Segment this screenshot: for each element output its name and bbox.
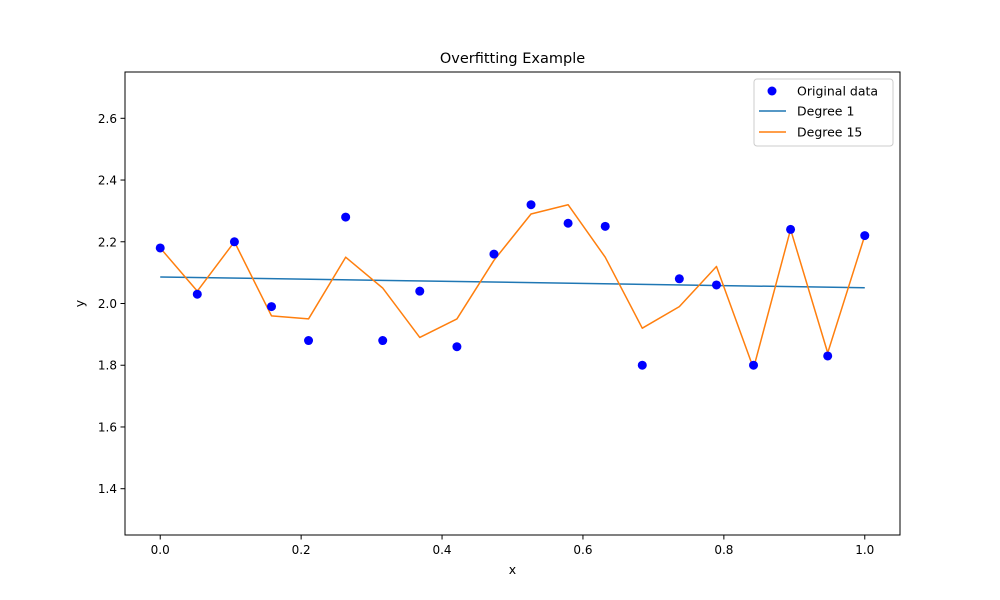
y-tick-label: 2.4 (98, 174, 117, 188)
x-tick-label: 0.2 (292, 543, 311, 557)
data-point-original-data (304, 336, 314, 346)
x-tick-label: 0.4 (432, 543, 451, 557)
data-point-original-data (378, 336, 388, 346)
y-tick-label: 2.2 (98, 235, 117, 249)
data-point-original-data (229, 237, 239, 247)
legend-label-original-data: Original data (797, 84, 878, 99)
legend: Original data Degree 1 Degree 15 (753, 78, 894, 147)
y-tick-label: 2.0 (98, 297, 117, 311)
y-tick-label: 1.8 (98, 359, 117, 373)
y-tick-label: 2.6 (98, 112, 117, 126)
series-layer (155, 200, 870, 370)
y-tick-label: 1.6 (98, 420, 117, 434)
legend-label-degree-1: Degree 1 (797, 104, 854, 119)
data-point-original-data (266, 302, 276, 312)
data-point-original-data (749, 360, 759, 370)
data-point-original-data (786, 224, 796, 234)
x-tick-label: 0.8 (714, 543, 733, 557)
data-point-original-data (526, 200, 536, 210)
data-point-original-data (489, 249, 499, 259)
data-point-original-data (415, 286, 425, 296)
data-point-original-data (711, 280, 721, 290)
y-axis-label: y (72, 299, 87, 307)
series-line-degree-1 (160, 276, 865, 289)
data-point-original-data (600, 221, 610, 231)
legend-box (753, 78, 894, 147)
x-tick-label: 0.6 (573, 543, 592, 557)
data-point-original-data (860, 231, 870, 241)
data-point-original-data (674, 274, 684, 284)
data-point-original-data (452, 342, 462, 352)
plot-frame (124, 71, 901, 536)
ticks-layer: 0.0 0.2 0.4 0.6 0.8 1.0 1.4 1.6 1.8 2.0 2.2 2.4 2.6 (98, 112, 874, 557)
data-point-original-data (341, 212, 351, 222)
data-point-original-data (637, 360, 647, 370)
data-point-original-data (823, 351, 833, 361)
y-tick-label: 1.4 (98, 482, 117, 496)
chart-title: Overfitting Example (440, 51, 585, 67)
data-point-original-data (155, 243, 165, 253)
legend-label-degree-15: Degree 15 (797, 125, 862, 140)
data-point-original-data (192, 289, 202, 299)
data-point-original-data (563, 218, 573, 228)
x-tick-label: 0.0 (151, 543, 170, 557)
legend-marker-original-data (767, 86, 777, 96)
x-axis-label: x (509, 562, 516, 577)
x-tick-label: 1.0 (855, 543, 874, 557)
series-line-degree-15 (159, 203, 866, 370)
